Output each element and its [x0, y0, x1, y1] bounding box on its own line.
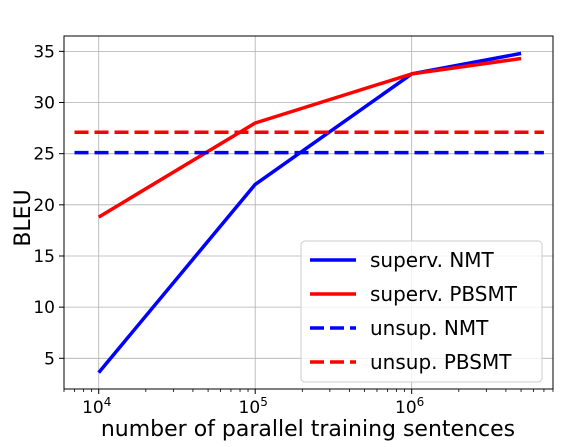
y-tick-label: 35 — [33, 42, 55, 62]
legend-box — [300, 240, 543, 383]
y-tick-label: 20 — [33, 196, 55, 216]
y-tick-label: 30 — [33, 94, 55, 114]
y-tick-label: 5 — [44, 349, 55, 369]
series-line-superv-pbsmt — [97, 56, 522, 219]
x-tick-label: 106 — [395, 395, 424, 418]
y-tick-label: 15 — [33, 247, 55, 267]
x-tick-label: 104 — [82, 395, 111, 418]
legend-label: unsup. NMT — [370, 316, 489, 340]
y-axis-label: BLEU — [11, 189, 36, 246]
y-tick-label: 25 — [33, 145, 55, 165]
legend: superv. NMT superv. PBSMT unsup. NMT unsup.… — [300, 240, 543, 383]
series-line-superv-nmt — [97, 51, 522, 374]
legend-label: superv. PBSMT — [370, 282, 518, 306]
legend-label: unsup. PBSMT — [370, 350, 512, 374]
legend-label: superv. NMT — [370, 248, 495, 272]
y-tick-label: 10 — [33, 298, 55, 318]
ticks: 5 10 15 20 25 30 35 104 105 106 — [33, 42, 554, 418]
x-axis-label: number of parallel training sentences — [101, 417, 515, 442]
x-tick-label: 105 — [239, 395, 268, 418]
plot-frame — [63, 35, 554, 390]
series-layer — [74, 51, 544, 374]
